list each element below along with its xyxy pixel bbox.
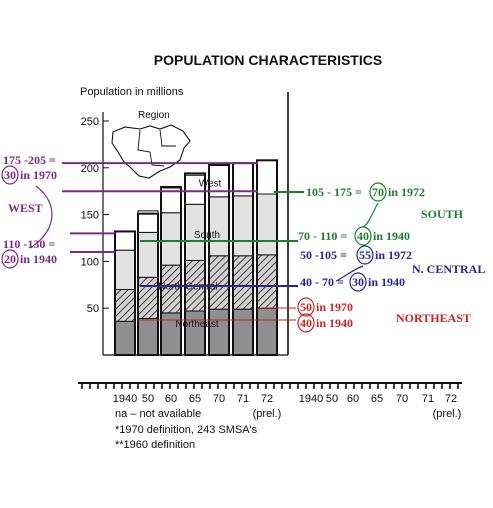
west-circled-1940: 20 bbox=[4, 252, 16, 266]
bar-segment-south bbox=[232, 195, 254, 257]
bar-segment-south bbox=[160, 212, 182, 266]
bar-segment-northeast bbox=[256, 307, 278, 356]
bar-outline bbox=[184, 172, 206, 356]
ncentral-range-1972-text: 50 -105 = bbox=[300, 248, 347, 262]
x-tick-label: 72 bbox=[261, 393, 273, 405]
ncentral-label: N. CENTRAL bbox=[412, 262, 485, 276]
right-x-tick-label: 72 bbox=[445, 393, 457, 405]
x-note: (prel.) bbox=[253, 408, 282, 420]
bar-segment-north-central bbox=[232, 255, 254, 310]
bar-segment-north-central bbox=[137, 276, 159, 319]
south-circled-1940: 40 bbox=[357, 229, 369, 243]
west-circled-1940-circle bbox=[1, 249, 19, 269]
y-tick-label: 200 bbox=[81, 163, 99, 175]
ncentral-connector bbox=[335, 265, 364, 282]
south-range-1972-text: 105 - 175 = bbox=[306, 185, 362, 199]
bar-segment-west bbox=[114, 230, 136, 251]
series-label-northeast: Northeast bbox=[175, 319, 219, 330]
ncentral-circled-1972: 55 bbox=[359, 248, 371, 262]
ncentral-circled-1972-circle bbox=[356, 245, 374, 265]
northeast-label: NORTHEAST bbox=[396, 311, 471, 325]
bar-outline bbox=[160, 186, 182, 356]
footnote: **1960 definition bbox=[115, 439, 195, 451]
region-map-inset: Region bbox=[111, 110, 191, 179]
south-label: SOUTH bbox=[421, 207, 464, 221]
bar-segment-northeast bbox=[232, 308, 254, 356]
chart-title: POPULATION CHARACTERISTICS bbox=[154, 52, 382, 68]
west-bracket bbox=[29, 185, 53, 249]
northeast-suffix-1940: in 1940 bbox=[316, 316, 353, 330]
right-x-tick-label: 50 bbox=[326, 393, 338, 405]
x-tick-label: 60 bbox=[165, 393, 177, 405]
northeast-circled-1970-circle bbox=[297, 297, 315, 317]
northeast-suffix-1970: in 1970 bbox=[316, 300, 353, 314]
right-x-note: (prel.) bbox=[433, 408, 462, 420]
northeast-circled-1970: 50 bbox=[300, 300, 312, 314]
bar-segment-north-central bbox=[256, 254, 278, 309]
bar-segment-south bbox=[256, 193, 278, 256]
bar-outline bbox=[114, 230, 136, 356]
ncentral-suffix-1972: in 1972 bbox=[375, 248, 412, 262]
right-x-tick-label: 70 bbox=[396, 393, 408, 405]
ncentral-circled-1940-circle bbox=[349, 272, 367, 292]
south-circled-1972: 70 bbox=[372, 185, 384, 199]
us-map-outline bbox=[111, 124, 191, 179]
ncentral-suffix-1940: in 1940 bbox=[368, 275, 405, 289]
series-label-south: South bbox=[194, 230, 220, 241]
bar-outline bbox=[256, 159, 278, 356]
ncentral-circled-1940: 30 bbox=[352, 275, 364, 289]
plot-area: 25020015010050NortheastNorth CentralSout… bbox=[78, 92, 462, 451]
bar-outline bbox=[208, 163, 230, 356]
bar-segment-west bbox=[256, 159, 278, 195]
bar-segment-northeast bbox=[114, 320, 136, 356]
bar-segment-north-central bbox=[114, 288, 136, 322]
ncentral-range-1940-text: 40 - 70 = bbox=[300, 275, 344, 289]
northeast-circled-1940-circle bbox=[297, 313, 315, 333]
y-tick-label: 100 bbox=[81, 256, 99, 268]
south-suffix-1940: in 1940 bbox=[373, 229, 410, 243]
x-tick-label: 65 bbox=[189, 393, 201, 405]
us-map-region-borders bbox=[137, 129, 176, 167]
region-label: Region bbox=[138, 110, 170, 121]
x-tick-label: 1940 bbox=[113, 393, 137, 405]
south-circled-1972-circle bbox=[369, 182, 387, 202]
west-range-1970-text: 175 -205 = bbox=[3, 153, 56, 167]
west-range-1940-text: 110 -130 = bbox=[3, 237, 55, 251]
west-suffix-1970: in 1970 bbox=[20, 168, 57, 182]
west-suffix-1940: in 1940 bbox=[20, 252, 57, 266]
bar-segment-south bbox=[114, 249, 136, 290]
right-x-tick-label: 1940 bbox=[299, 393, 323, 405]
bar-segment-south bbox=[208, 196, 230, 257]
footnote: na – not available bbox=[115, 408, 201, 420]
y-tick-label: 150 bbox=[81, 210, 99, 222]
right-x-tick-label: 65 bbox=[371, 393, 383, 405]
bar-segment-south bbox=[137, 231, 159, 278]
south-range-1940-text: 70 - 110 = bbox=[298, 229, 347, 243]
south-connector bbox=[362, 202, 379, 228]
footnote: *1970 definition, 243 SMSA's bbox=[115, 424, 258, 436]
west-label: WEST bbox=[8, 201, 43, 215]
x-tick-label: 50 bbox=[142, 393, 154, 405]
x-tick-label: 70 bbox=[213, 393, 225, 405]
west-circled-1970-circle bbox=[1, 165, 19, 185]
south-suffix-1972: in 1972 bbox=[388, 185, 425, 199]
west-circled-1970: 30 bbox=[4, 168, 16, 182]
right-x-tick-label: 71 bbox=[422, 393, 434, 405]
y-tick-label: 50 bbox=[87, 303, 99, 315]
y-tick-label: 250 bbox=[81, 116, 99, 128]
bar-segment-northeast bbox=[208, 308, 230, 356]
series-label-west: West bbox=[199, 179, 222, 190]
bar-outline bbox=[137, 212, 159, 356]
x-tick-label: 71 bbox=[237, 393, 249, 405]
right-x-tick-label: 60 bbox=[347, 393, 359, 405]
northeast-circled-1940: 40 bbox=[300, 316, 312, 330]
y-axis-label: Population in millions bbox=[80, 86, 184, 98]
bar-segment-northeast bbox=[137, 317, 159, 356]
bar-segment-northeast bbox=[184, 310, 206, 356]
